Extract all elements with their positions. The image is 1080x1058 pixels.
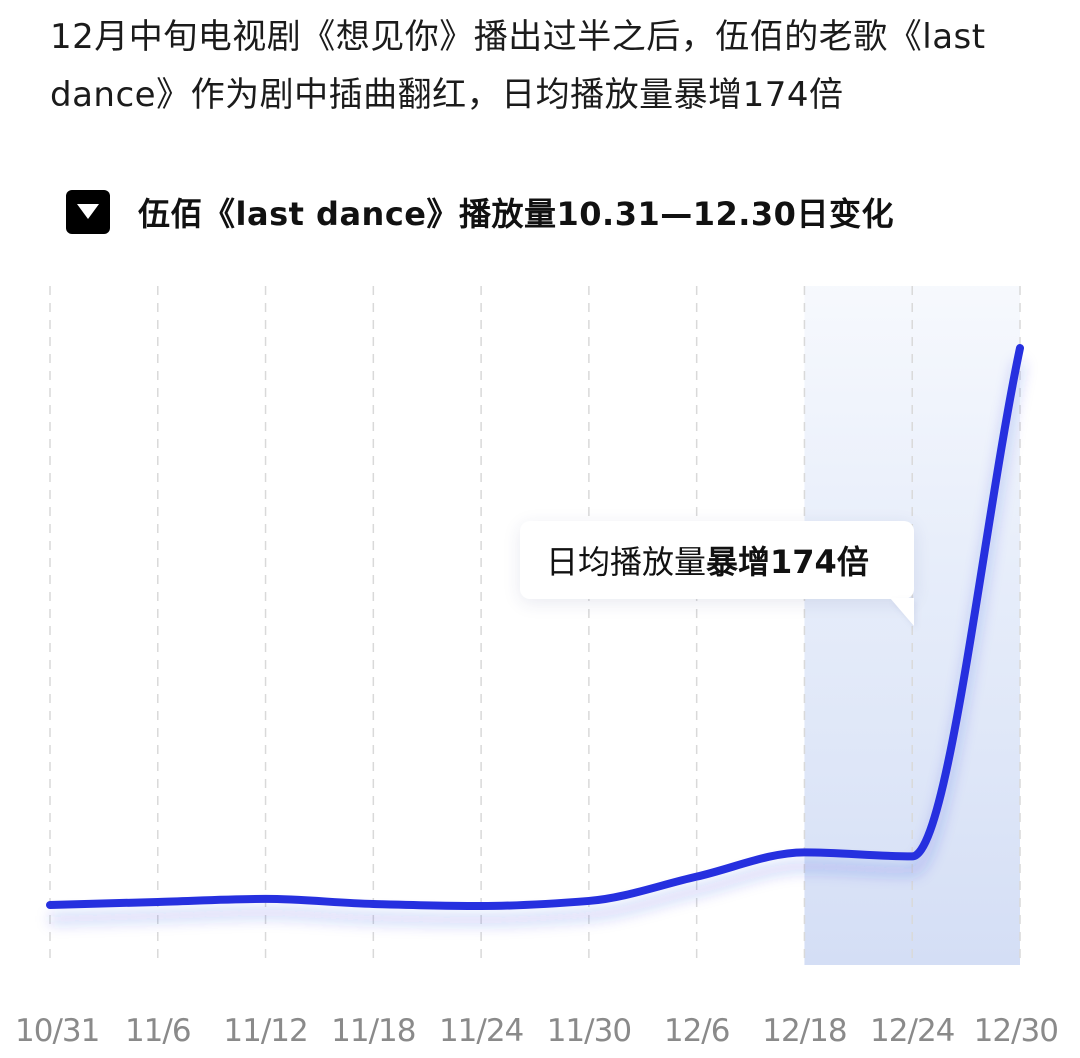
callout-normal-text: 日均播放量 — [546, 543, 707, 581]
x-tick-label: 10/31 — [15, 1013, 99, 1049]
chart-header[interactable]: 伍佰《last dance》播放量10.31—12.30日变化 — [66, 188, 894, 236]
x-tick-label: 12/24 — [870, 1013, 954, 1049]
x-tick-label: 11/24 — [439, 1013, 523, 1049]
x-tick-label: 11/18 — [331, 1013, 415, 1049]
line-chart: 10/31 11/6 11/12 11/18 11/24 11/30 12/6 12/18 12… — [15, 286, 1059, 1049]
x-tick-label: 11/6 — [125, 1013, 191, 1049]
x-tick-label: 12/6 — [664, 1013, 730, 1049]
series-line-shadow — [49, 360, 1025, 926]
callout-bold-text: 暴增174倍 — [706, 543, 869, 581]
x-tick-label: 11/30 — [547, 1013, 631, 1049]
triangle-down-icon[interactable] — [66, 190, 110, 234]
intro-paragraph: 12月中旬电视剧《想见你》播出过半之后，伍佰的老歌《last dance》作为剧… — [50, 17, 986, 115]
chart-title: 伍佰《last dance》播放量10.31—12.30日变化 — [138, 195, 894, 233]
annotation-callout: 日均播放量 暴增174倍 — [520, 521, 914, 599]
series-line — [46, 344, 1024, 911]
x-tick-label: 11/12 — [223, 1013, 307, 1049]
x-tick-label: 12/18 — [762, 1013, 846, 1049]
callout-pointer — [890, 598, 914, 626]
x-tick-label: 12/30 — [974, 1013, 1058, 1049]
